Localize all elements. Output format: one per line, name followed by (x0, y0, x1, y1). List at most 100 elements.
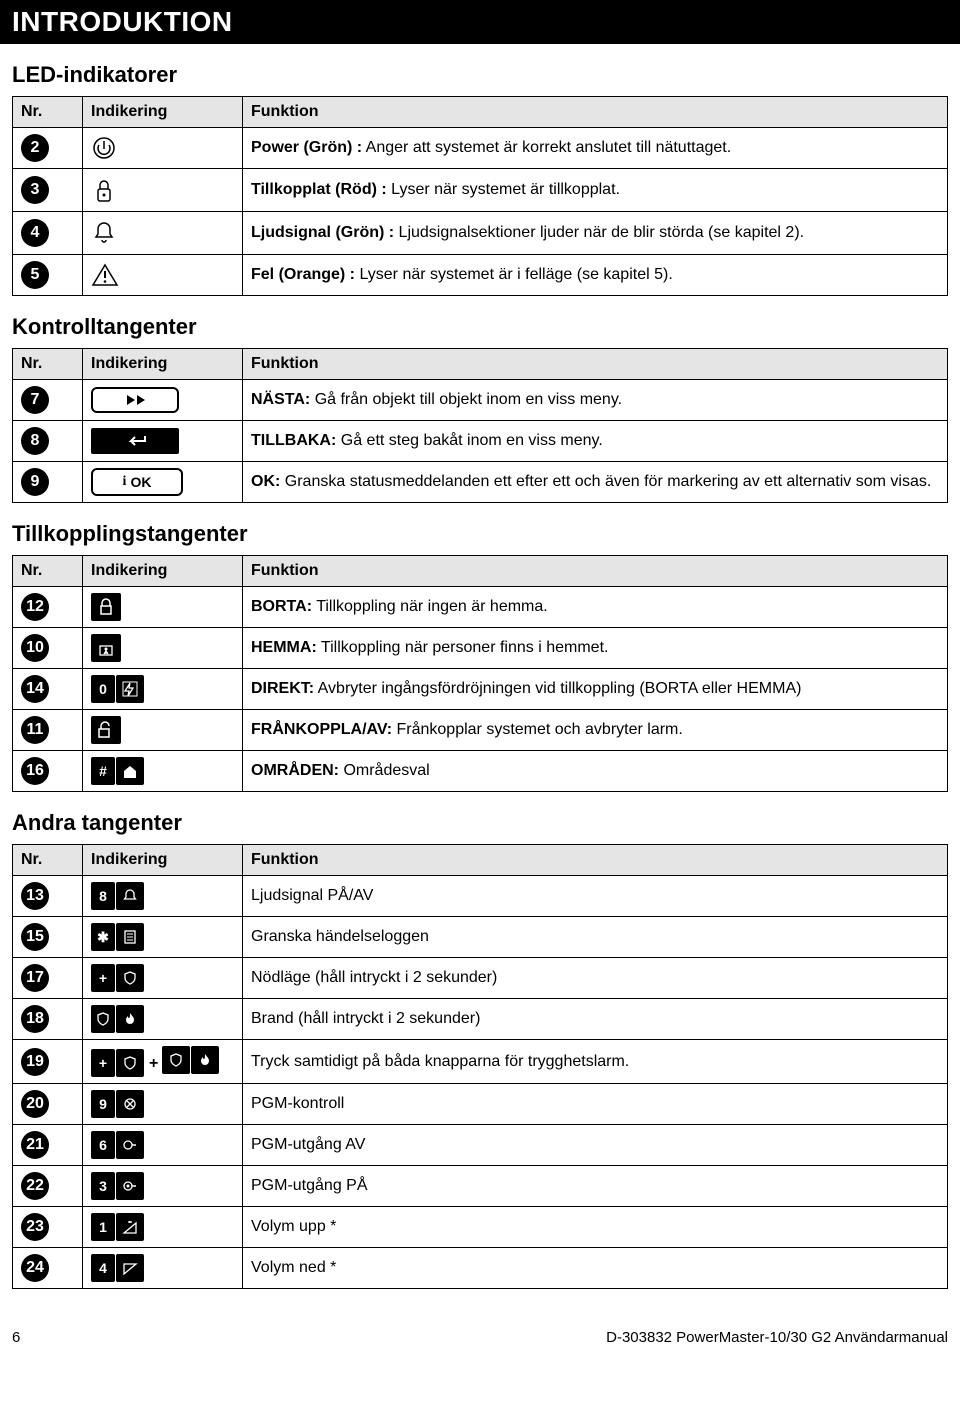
row-number-icon: 21 (21, 1131, 49, 1159)
row-number-icon: 23 (21, 1213, 49, 1241)
fn-text: Tillkoppling när personer finns i hemmet… (317, 639, 609, 656)
fn-text: Tillkoppling när ingen är hemma. (312, 598, 548, 615)
table-row: 24 4 Volym ned * (13, 1248, 948, 1289)
fn-bold: NÄSTA: (251, 391, 310, 408)
table-row: 12 BORTA: Tillkoppling när ingen är hemm… (13, 587, 948, 628)
col-header-fn: Funktion (243, 97, 948, 128)
cell-nr: 8 (13, 421, 83, 462)
cell-indikering (83, 212, 243, 255)
row-number-icon: 13 (21, 882, 49, 910)
col-header-ind: Indikering (83, 845, 243, 876)
cell-indikering: 3 (83, 1166, 243, 1207)
row-number-icon: 18 (21, 1005, 49, 1033)
plus-sign: + (149, 1055, 158, 1072)
fn-bold: Power (Grön) : (251, 139, 362, 156)
cell-indikering: + + (83, 1040, 243, 1084)
fn-text: Frånkopplar systemet och avbryter larm. (392, 721, 683, 738)
table-row: 18 Brand (håll intryckt i 2 sekunder) (13, 999, 948, 1040)
cell-funktion: DIREKT: Avbryter ingångsfördröjningen vi… (243, 669, 948, 710)
cell-indikering: i OK (83, 462, 243, 503)
fn-text: Avbryter ingångsfördröjningen vid tillko… (314, 680, 801, 697)
cell-funktion: Tillkopplat (Röd) : Lyser när systemet ä… (243, 169, 948, 212)
cell-funktion: BORTA: Tillkoppling när ingen är hemma. (243, 587, 948, 628)
cell-funktion: Volym ned * (243, 1248, 948, 1289)
col-header-nr: Nr. (13, 349, 83, 380)
cell-nr: 7 (13, 380, 83, 421)
fn-bold: Fel (Orange) : (251, 266, 355, 283)
table-row: 11 FRÅNKOPPLA/AV: Frånkopplar systemet o… (13, 710, 948, 751)
row-number-icon: 8 (21, 427, 49, 455)
cell-indikering: 4 (83, 1248, 243, 1289)
cell-nr: 22 (13, 1166, 83, 1207)
cell-indikering (83, 628, 243, 669)
col-header-ind: Indikering (83, 556, 243, 587)
cell-indikering (83, 421, 243, 462)
table-row: 9 i OK OK: Granska statusmeddelanden ett… (13, 462, 948, 503)
cell-nr: 16 (13, 751, 83, 792)
row-number-icon: 17 (21, 964, 49, 992)
cell-indikering (83, 255, 243, 296)
row-number-icon: 19 (21, 1048, 49, 1076)
fn-text: Granska händelseloggen (251, 928, 429, 945)
table-row: 8 TILLBAKA: Gå ett steg bakåt inom en vi… (13, 421, 948, 462)
table-row: 2 Power (Grön) : Anger att systemet är k… (13, 128, 948, 169)
row-number-icon: 5 (21, 261, 49, 289)
fn-text: Lyser när systemet är tillkopplat. (387, 181, 620, 198)
fn-text: PGM-kontroll (251, 1095, 344, 1112)
section-title-ctrl: Kontrolltangenter (12, 314, 960, 340)
col-header-ind: Indikering (83, 349, 243, 380)
cell-nr: 19 (13, 1040, 83, 1084)
fn-bold: DIREKT: (251, 680, 314, 697)
page-header: INTRODUKTION (0, 0, 960, 44)
table-row: 3 Tillkopplat (Röd) : Lyser när systemet… (13, 169, 948, 212)
table-row: 22 3 PGM-utgång PÅ (13, 1166, 948, 1207)
cell-indikering: 9 (83, 1084, 243, 1125)
cell-funktion: Ljudsignal PÅ/AV (243, 876, 948, 917)
cell-funktion: Ljudsignal (Grön) : Ljudsignalsektioner … (243, 212, 948, 255)
cell-nr: 10 (13, 628, 83, 669)
cell-funktion: NÄSTA: Gå från objekt till objekt inom e… (243, 380, 948, 421)
cell-indikering (83, 710, 243, 751)
row-number-icon: 10 (21, 634, 49, 662)
col-header-ind: Indikering (83, 97, 243, 128)
cell-funktion: Volym upp * (243, 1207, 948, 1248)
row-number-icon: 12 (21, 593, 49, 621)
table-row: 15 ✱ Granska händelseloggen (13, 917, 948, 958)
page-number: 6 (12, 1329, 20, 1346)
cell-nr: 17 (13, 958, 83, 999)
cell-funktion: HEMMA: Tillkoppling när personer finns i… (243, 628, 948, 669)
fn-text: Nödläge (håll intryckt i 2 sekunder) (251, 969, 497, 986)
table-ctrl: Nr. Indikering Funktion 7 NÄSTA: Gå från… (12, 348, 948, 503)
cell-funktion: PGM-utgång PÅ (243, 1166, 948, 1207)
row-number-icon: 14 (21, 675, 49, 703)
cell-indikering: + (83, 958, 243, 999)
cell-funktion: TILLBAKA: Gå ett steg bakåt inom en viss… (243, 421, 948, 462)
fn-bold: Ljudsignal (Grön) : (251, 224, 394, 241)
fn-bold: Tillkopplat (Röd) : (251, 181, 387, 198)
fn-text: Områdesval (339, 762, 430, 779)
row-number-icon: 2 (21, 134, 49, 162)
fn-text: PGM-utgång AV (251, 1136, 365, 1153)
fn-text: Brand (håll intryckt i 2 sekunder) (251, 1010, 480, 1027)
cell-funktion: Brand (håll intryckt i 2 sekunder) (243, 999, 948, 1040)
cell-nr: 3 (13, 169, 83, 212)
fn-text: Gå från objekt till objekt inom en viss … (310, 391, 622, 408)
table-other: Nr. Indikering Funktion 13 8 Ljudsignal … (12, 844, 948, 1289)
cell-nr: 21 (13, 1125, 83, 1166)
row-number-icon: 22 (21, 1172, 49, 1200)
cell-nr: 11 (13, 710, 83, 751)
cell-indikering (83, 999, 243, 1040)
fn-bold: OMRÅDEN: (251, 762, 339, 779)
cell-funktion: OMRÅDEN: Områdesval (243, 751, 948, 792)
fn-text: PGM-utgång PÅ (251, 1177, 368, 1194)
cell-nr: 15 (13, 917, 83, 958)
row-number-icon: 15 (21, 923, 49, 951)
cell-funktion: FRÅNKOPPLA/AV: Frånkopplar systemet och … (243, 710, 948, 751)
cell-nr: 20 (13, 1084, 83, 1125)
fn-text: Volym upp * (251, 1218, 336, 1235)
col-header-nr: Nr. (13, 845, 83, 876)
cell-nr: 2 (13, 128, 83, 169)
table-led: Nr. Indikering Funktion 2 Power (Grön) :… (12, 96, 948, 296)
cell-funktion: Tryck samtidigt på båda knapparna för tr… (243, 1040, 948, 1084)
cell-nr: 14 (13, 669, 83, 710)
